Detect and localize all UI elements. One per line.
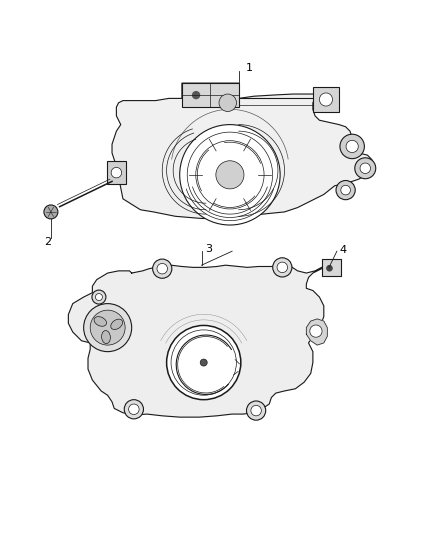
Circle shape bbox=[355, 158, 376, 179]
Circle shape bbox=[336, 181, 355, 200]
Circle shape bbox=[124, 400, 144, 419]
Circle shape bbox=[92, 290, 106, 304]
Bar bbox=[182, 83, 239, 107]
Circle shape bbox=[251, 405, 261, 416]
Polygon shape bbox=[112, 83, 374, 219]
Circle shape bbox=[193, 92, 200, 99]
Circle shape bbox=[111, 167, 122, 178]
Circle shape bbox=[277, 262, 288, 272]
Circle shape bbox=[247, 401, 266, 420]
Circle shape bbox=[95, 294, 102, 301]
Ellipse shape bbox=[111, 319, 123, 329]
Circle shape bbox=[166, 326, 241, 400]
Circle shape bbox=[84, 304, 132, 352]
Bar bbox=[313, 87, 339, 111]
Text: 2: 2 bbox=[44, 238, 51, 247]
Text: 1: 1 bbox=[246, 63, 253, 73]
Circle shape bbox=[340, 134, 364, 159]
Circle shape bbox=[310, 325, 322, 337]
Circle shape bbox=[157, 263, 167, 274]
Circle shape bbox=[200, 359, 207, 366]
Circle shape bbox=[152, 259, 172, 278]
Polygon shape bbox=[68, 262, 335, 417]
Ellipse shape bbox=[102, 330, 110, 344]
Circle shape bbox=[360, 163, 371, 174]
Circle shape bbox=[44, 205, 58, 219]
Circle shape bbox=[319, 93, 332, 106]
Polygon shape bbox=[306, 319, 327, 345]
Circle shape bbox=[273, 258, 292, 277]
FancyBboxPatch shape bbox=[107, 161, 126, 184]
Bar bbox=[321, 259, 341, 276]
Circle shape bbox=[219, 94, 237, 111]
Circle shape bbox=[346, 140, 358, 152]
Text: 3: 3 bbox=[205, 244, 212, 254]
Circle shape bbox=[90, 310, 125, 345]
Circle shape bbox=[341, 185, 350, 195]
Ellipse shape bbox=[94, 317, 106, 326]
Text: 4: 4 bbox=[340, 245, 347, 255]
Circle shape bbox=[180, 125, 280, 225]
Circle shape bbox=[327, 265, 332, 271]
Circle shape bbox=[216, 161, 244, 189]
Circle shape bbox=[129, 404, 139, 415]
